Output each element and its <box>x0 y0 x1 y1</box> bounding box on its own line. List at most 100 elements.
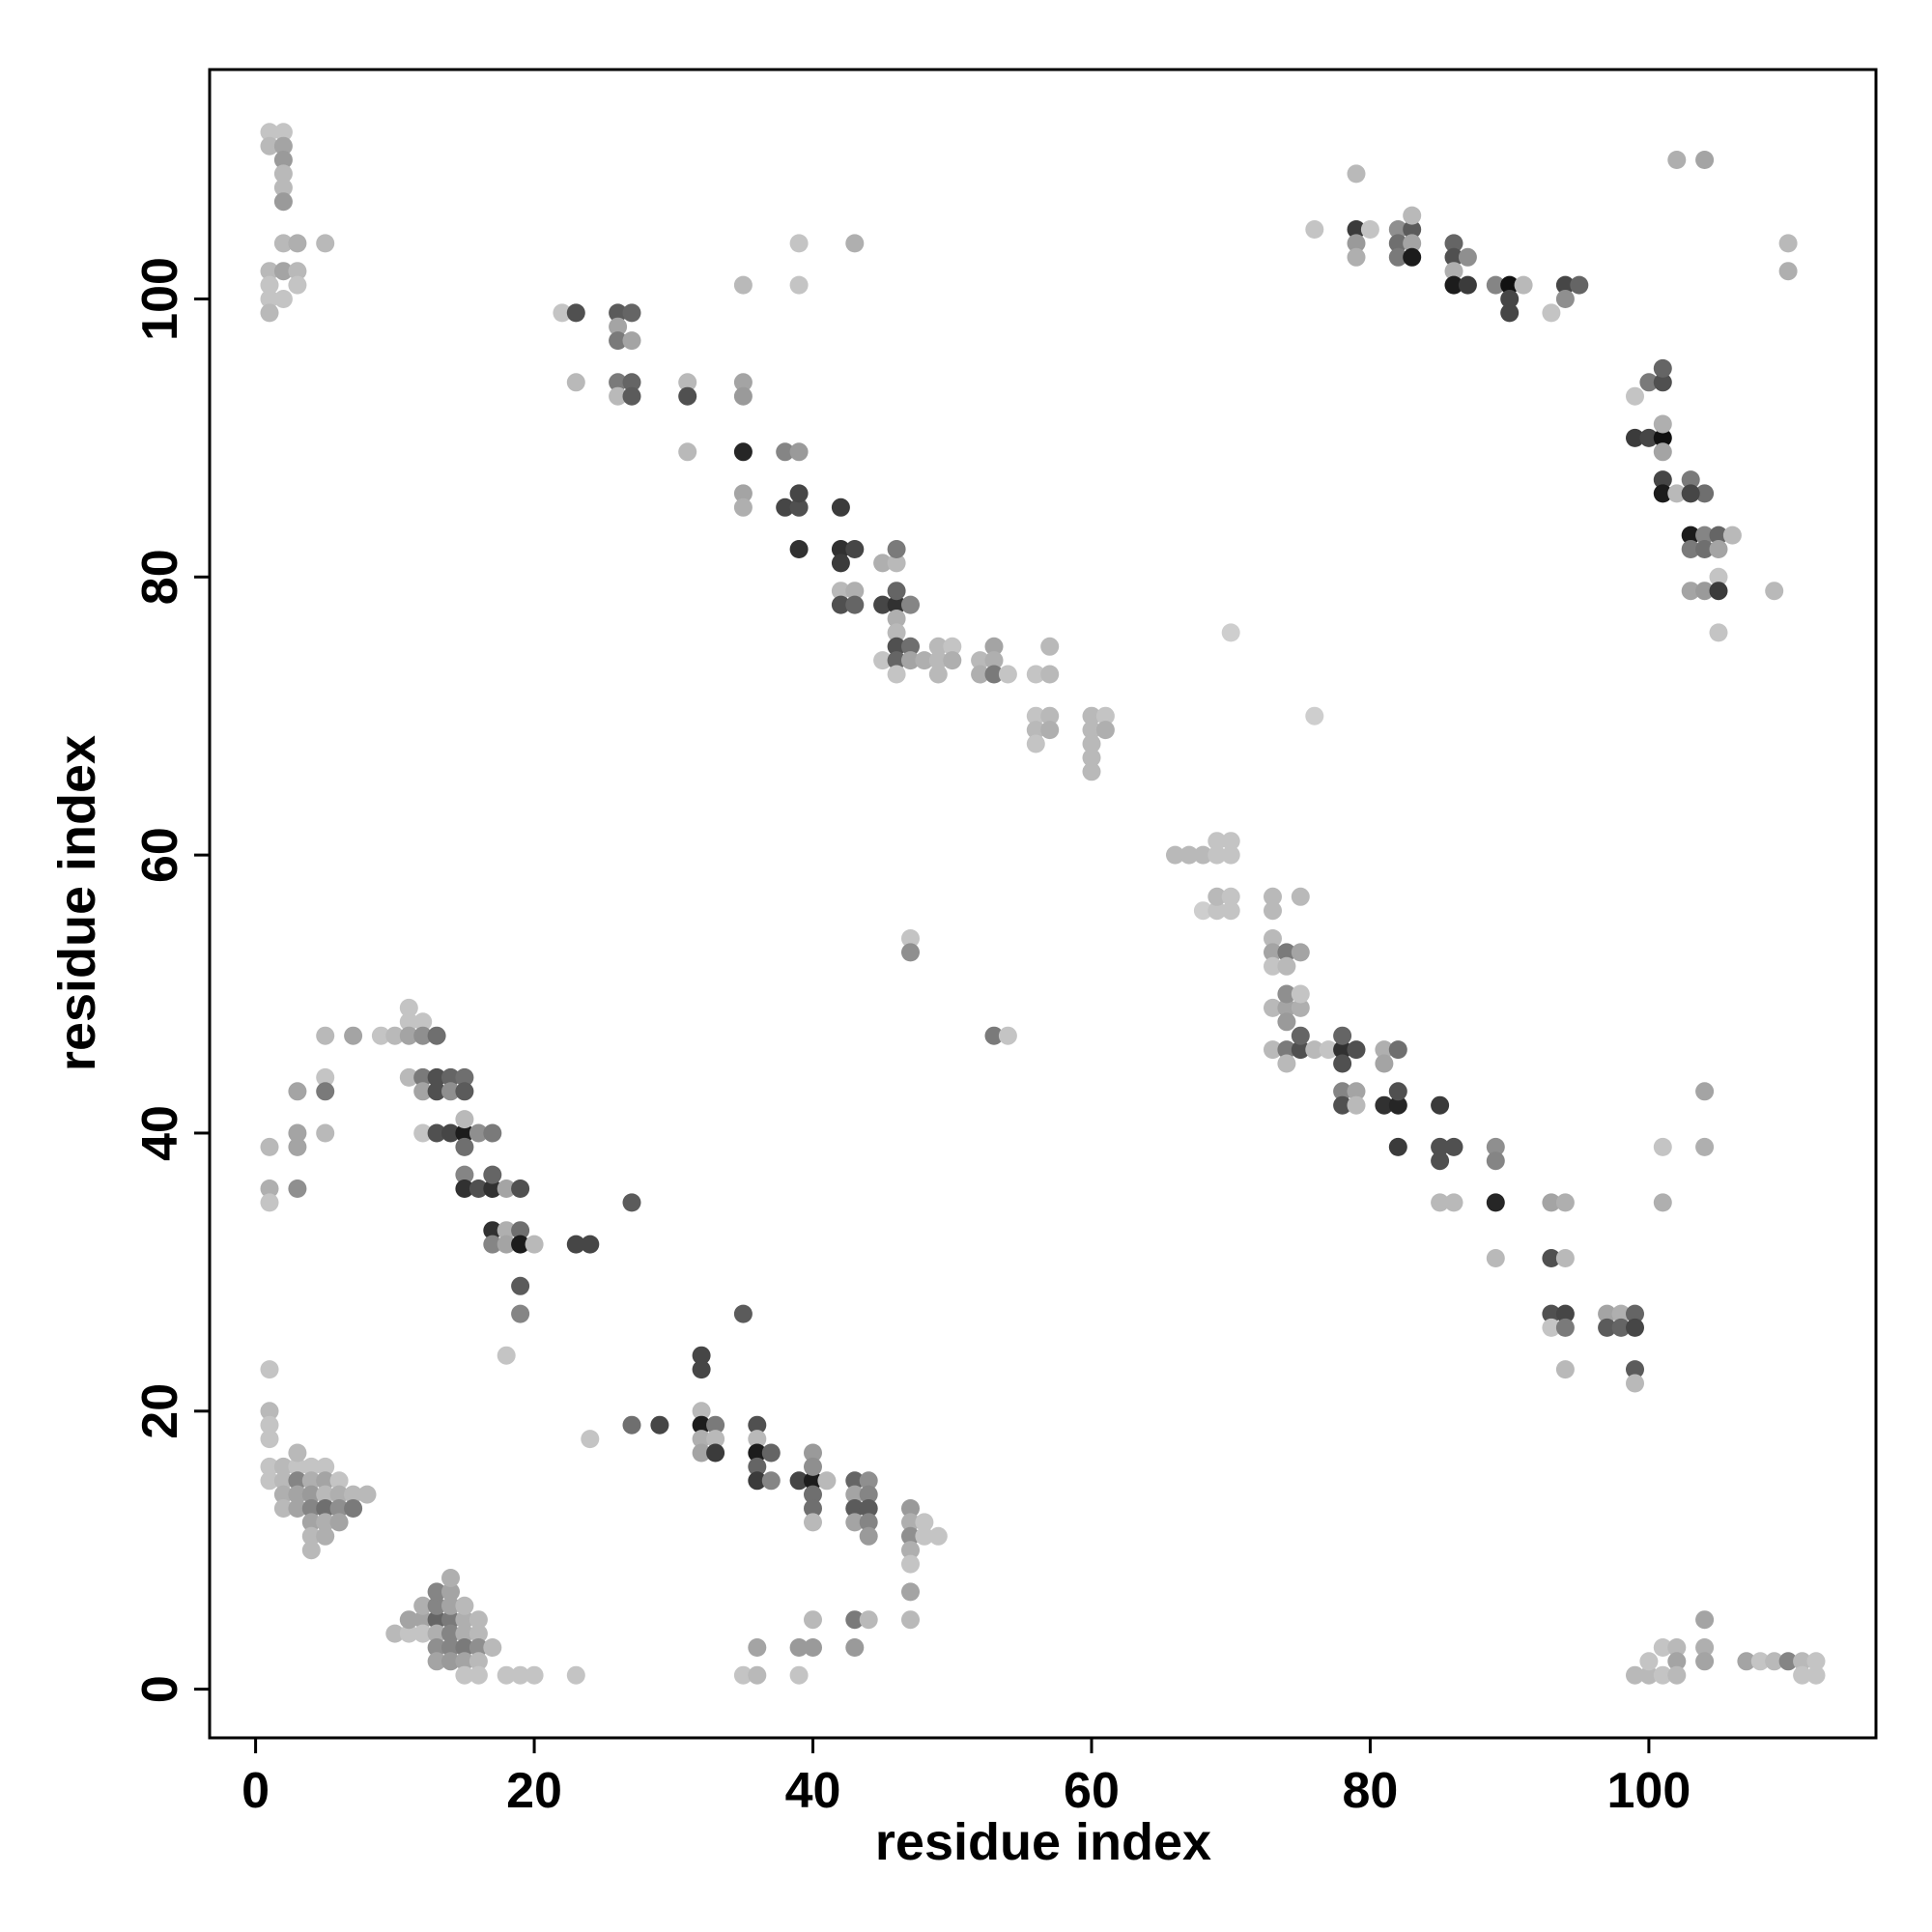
data-point-29 <box>609 386 628 406</box>
data-point-188 <box>1347 234 1366 253</box>
data-point-131 <box>1277 1012 1296 1032</box>
data-point-393 <box>804 1471 822 1491</box>
data-point-202 <box>1444 275 1463 295</box>
data-point-130 <box>1291 984 1310 1004</box>
data-point-358 <box>441 1638 460 1657</box>
data-point-406 <box>845 1513 865 1532</box>
data-point-350 <box>441 1582 460 1602</box>
data-point-302 <box>260 1360 279 1379</box>
data-point-83 <box>1026 706 1045 725</box>
data-point-330 <box>344 1499 363 1518</box>
data-point-298 <box>622 1193 641 1212</box>
data-point-74 <box>971 651 990 670</box>
data-point-303 <box>260 1402 279 1421</box>
data-point-272 <box>441 1082 460 1101</box>
data-point-139 <box>1333 1040 1352 1060</box>
x-tick-label-40: 40 <box>785 1763 841 1819</box>
data-point-435 <box>1667 1652 1687 1671</box>
y-tick-label-20: 20 <box>132 1383 188 1439</box>
data-point-3 <box>273 136 293 156</box>
data-point-319 <box>288 1485 307 1504</box>
data-point-403 <box>859 1485 878 1504</box>
data-point-348 <box>455 1596 474 1615</box>
data-point-362 <box>427 1652 446 1671</box>
data-point-173 <box>1598 1304 1617 1323</box>
data-point-213 <box>1626 386 1644 406</box>
x-tick-label-100: 100 <box>1607 1763 1691 1819</box>
data-point-229 <box>1695 526 1715 545</box>
data-point-429 <box>1626 1665 1644 1685</box>
data-point-426 <box>733 1665 753 1685</box>
x-axis: 0 20 40 60 80 100 <box>242 1738 1690 1819</box>
data-point-70 <box>928 651 948 670</box>
data-point-214 <box>1639 373 1659 392</box>
data-point-26 <box>566 373 585 392</box>
data-point-140 <box>1333 1026 1352 1045</box>
data-point-6 <box>273 178 293 197</box>
data-point-72 <box>928 665 948 684</box>
data-point-20 <box>566 303 585 323</box>
data-point-306 <box>260 1457 279 1476</box>
data-point-136 <box>1277 1054 1296 1073</box>
data-point-439 <box>1695 1652 1715 1671</box>
data-point-102 <box>901 943 920 962</box>
data-point-418 <box>901 1610 920 1630</box>
data-point-47 <box>845 540 865 558</box>
data-point-304 <box>260 1415 279 1435</box>
data-point-255 <box>316 1067 335 1087</box>
data-point-425 <box>748 1638 767 1657</box>
data-point-240 <box>1765 582 1784 601</box>
data-point-189 <box>1347 247 1366 267</box>
y-tick-label-80: 80 <box>132 549 188 605</box>
data-point-24 <box>609 331 628 351</box>
data-point-321 <box>316 1485 335 1504</box>
data-point-157 <box>1431 1151 1450 1171</box>
data-point-305 <box>260 1430 279 1449</box>
data-point-280 <box>455 1110 474 1129</box>
data-point-211 <box>1570 275 1589 295</box>
data-point-318 <box>273 1485 293 1504</box>
data-point-383 <box>692 1443 711 1463</box>
data-point-361 <box>483 1638 502 1657</box>
data-point-76 <box>984 651 1004 670</box>
data-point-433 <box>1653 1638 1672 1657</box>
data-point-277 <box>455 1123 474 1143</box>
data-point-164 <box>1542 1193 1561 1212</box>
data-point-380 <box>706 1415 725 1435</box>
data-point-133 <box>1277 1040 1296 1060</box>
data-point-4 <box>273 151 293 169</box>
data-point-394 <box>817 1471 837 1491</box>
data-point-419 <box>845 1610 865 1630</box>
data-point-312 <box>273 1471 293 1491</box>
data-point-264 <box>260 1193 279 1212</box>
data-point-387 <box>748 1443 767 1463</box>
data-point-352 <box>413 1624 433 1643</box>
data-point-147 <box>1347 1082 1366 1101</box>
data-point-196 <box>1388 247 1407 267</box>
data-point-125 <box>1277 956 1296 976</box>
data-point-331 <box>301 1513 321 1532</box>
y-tick-label-40: 40 <box>132 1105 188 1161</box>
data-point-35 <box>678 442 697 462</box>
data-point-290 <box>497 1221 516 1240</box>
y-tick-label-0: 0 <box>132 1675 188 1703</box>
data-point-296 <box>566 1235 585 1254</box>
data-point-316 <box>329 1471 349 1491</box>
data-point-178 <box>1626 1318 1644 1337</box>
data-point-228 <box>1681 526 1700 545</box>
data-point-44 <box>831 497 850 517</box>
data-point-258 <box>288 1123 307 1143</box>
data-point-43 <box>789 484 809 503</box>
data-point-92 <box>1082 734 1101 753</box>
data-point-359 <box>455 1638 474 1657</box>
data-point-34 <box>733 386 753 406</box>
data-point-278 <box>469 1123 488 1143</box>
data-point-54 <box>887 554 906 573</box>
data-point-325 <box>273 1499 293 1518</box>
data-point-324 <box>357 1485 377 1504</box>
data-point-390 <box>748 1471 767 1491</box>
data-point-91 <box>1095 721 1115 740</box>
data-point-341 <box>427 1610 446 1630</box>
data-point-151 <box>1388 1095 1407 1115</box>
